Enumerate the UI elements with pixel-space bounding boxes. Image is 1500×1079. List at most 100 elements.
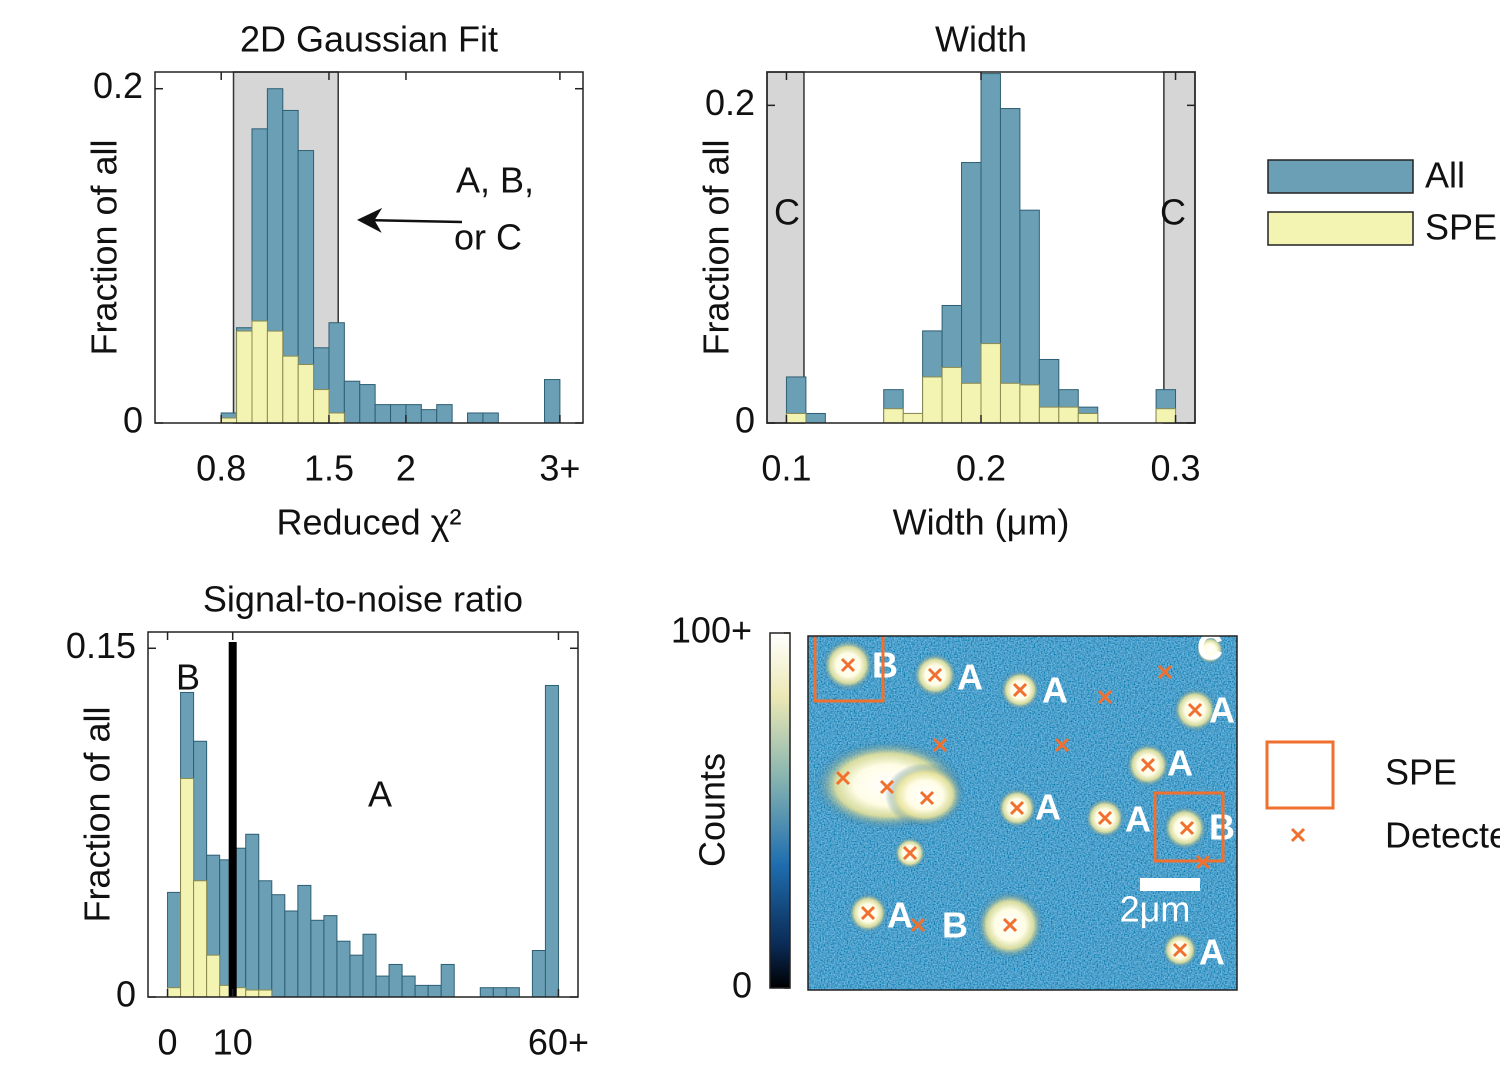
- legend-label: Detected: [1385, 815, 1500, 856]
- annotation: or C: [454, 217, 522, 258]
- bar: [258, 989, 273, 998]
- x-tick-label: 2: [396, 448, 416, 489]
- bar: [362, 933, 377, 998]
- spot-label: C: [1197, 627, 1223, 668]
- detection-marker: [1187, 702, 1203, 718]
- bar: [405, 404, 422, 424]
- bar: [427, 984, 442, 998]
- bar: [436, 404, 453, 424]
- bar: [245, 833, 260, 998]
- detection-marker: [1179, 820, 1195, 836]
- bar: [343, 380, 361, 424]
- bar: [374, 404, 392, 424]
- axes-frame: [154, 71, 584, 424]
- spot-label: A: [887, 895, 913, 936]
- legend-label: All: [1425, 155, 1465, 196]
- annotation: B: [176, 657, 200, 698]
- x-tick-label: 0.8: [196, 448, 246, 489]
- bar: [999, 108, 1021, 424]
- blob: [1196, 636, 1224, 664]
- bar: [479, 987, 494, 998]
- bar: [310, 919, 325, 998]
- bar: [999, 382, 1021, 424]
- scale-bar-label: 2μm: [1120, 889, 1191, 930]
- y-axis-label: Fraction of all: [77, 706, 118, 922]
- bar: [375, 975, 390, 998]
- y-tick-label: 0.2: [705, 82, 755, 123]
- detection-marker: [1140, 757, 1156, 773]
- bar: [258, 880, 273, 998]
- detection-marker: [840, 657, 856, 673]
- bar: [961, 382, 982, 424]
- bar: [193, 880, 208, 998]
- bar: [167, 891, 182, 998]
- x-axis-label: Reduced χ²: [277, 502, 462, 543]
- detection-marker: [902, 845, 918, 861]
- detection-marker: [927, 667, 943, 683]
- shaded-range: [766, 71, 805, 424]
- bar: [206, 954, 221, 998]
- detection-marker: [879, 779, 895, 795]
- spot-label: A: [1167, 743, 1193, 784]
- bar: [922, 376, 943, 424]
- x-tick-label: 0.3: [1151, 448, 1201, 489]
- colorbar: [769, 632, 791, 989]
- x-tick-label: 60+: [528, 1022, 589, 1063]
- y-tick-label: 0: [735, 400, 755, 441]
- detection-marker: [1097, 689, 1113, 705]
- spot-label: A: [957, 657, 983, 698]
- colorbar-label: Counts: [692, 753, 733, 867]
- image-frame: [807, 635, 1238, 991]
- spot-label: A: [1199, 932, 1225, 973]
- y-tick-label: 0: [123, 400, 143, 441]
- bar: [467, 412, 484, 424]
- legend-label: SPE: [1425, 207, 1497, 248]
- annotation: A, B,: [456, 160, 534, 201]
- bar: [401, 975, 416, 998]
- bar: [336, 940, 351, 998]
- bar: [220, 417, 238, 424]
- y-tick-label: 0: [116, 974, 136, 1015]
- bar: [284, 910, 299, 998]
- axes-frame: [147, 631, 579, 998]
- legend-label: SPE: [1385, 752, 1457, 793]
- detection-marker: [910, 917, 926, 933]
- x-tick-label: 0: [158, 1022, 178, 1063]
- bar: [902, 412, 924, 424]
- detection-marker: [1172, 942, 1188, 958]
- bar: [785, 412, 807, 424]
- chart-title: Signal-to-noise ratio: [203, 579, 523, 620]
- bar: [388, 963, 403, 998]
- y-axis-label: Fraction of all: [696, 139, 737, 355]
- bar: [544, 379, 561, 424]
- x-tick-label: 1.5: [304, 448, 354, 489]
- bar: [313, 389, 330, 424]
- bar: [328, 412, 345, 424]
- y-tick-label: 0.15: [66, 625, 136, 666]
- spot-label: B: [872, 645, 898, 686]
- x-axis-label: SNR: [325, 1076, 401, 1079]
- arrow: [357, 207, 463, 233]
- spot-label: B: [942, 905, 968, 946]
- spot-label: A: [1209, 690, 1235, 731]
- shaded-range: [1163, 71, 1196, 424]
- bar: [531, 950, 546, 998]
- bar: [180, 777, 195, 998]
- bar: [251, 320, 268, 424]
- x-tick-label: 0.2: [956, 448, 1006, 489]
- detection-marker: [1012, 682, 1028, 698]
- detection-marker: [1009, 800, 1025, 816]
- bar: [505, 987, 520, 998]
- colorbar-tick-label: 0: [732, 965, 752, 1006]
- bar: [297, 364, 315, 424]
- detection-marker: [835, 770, 851, 786]
- y-axis-label: Fraction of all: [84, 139, 125, 355]
- spot-label: A: [1042, 670, 1068, 711]
- detection-marker: [1157, 664, 1173, 680]
- bar: [266, 330, 284, 424]
- spot-label: A: [1125, 799, 1151, 840]
- bar: [271, 894, 286, 998]
- bar: [492, 987, 507, 998]
- detection-marker: [1002, 917, 1018, 933]
